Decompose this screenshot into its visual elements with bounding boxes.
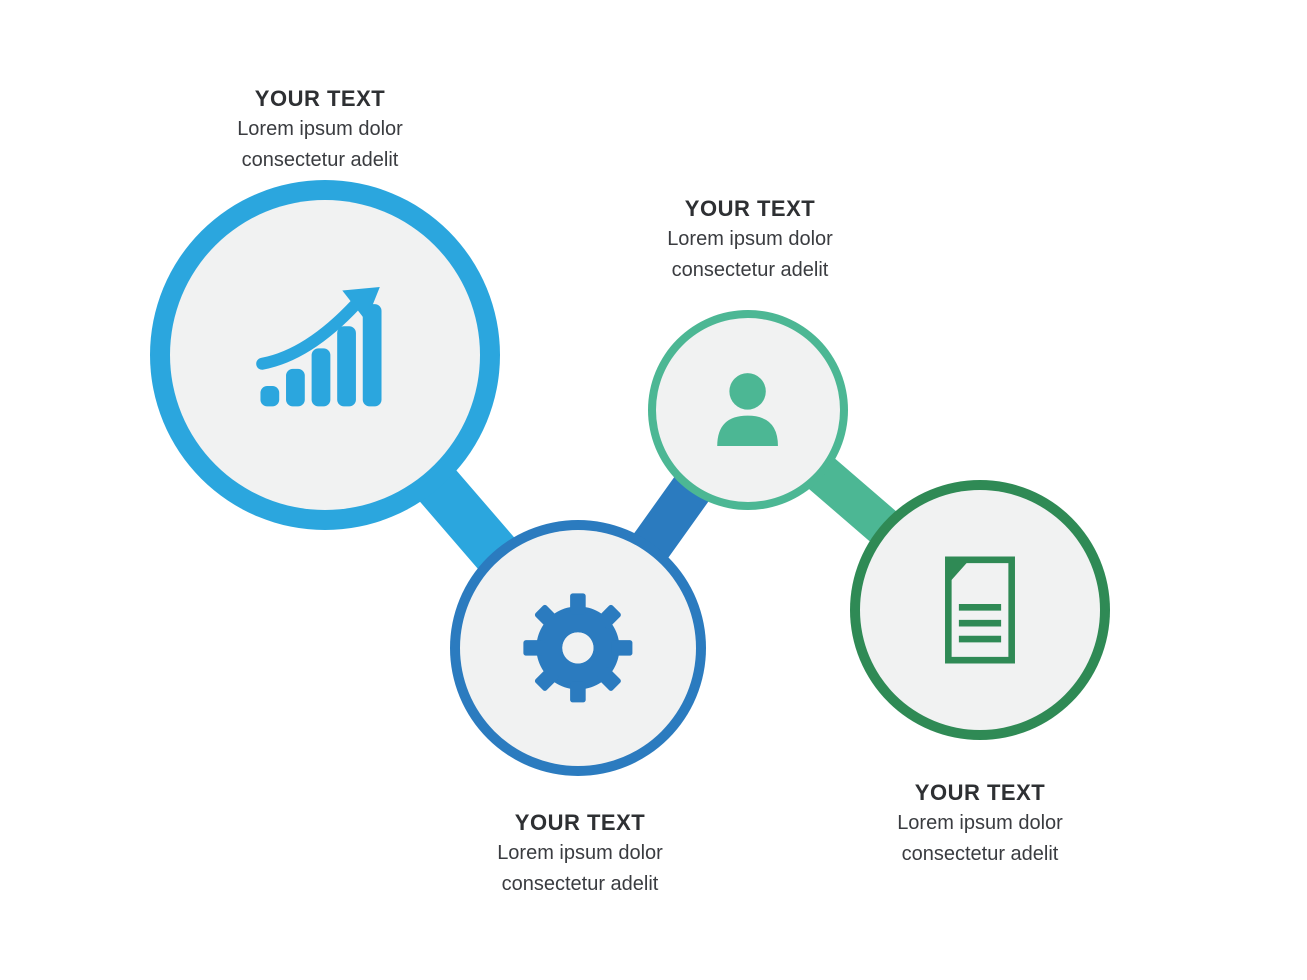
infographic-canvas: YOUR TEXT Lorem ipsum dolor consectetur … (0, 0, 1307, 980)
text-block-document: YOUR TEXT Lorem ipsum dolor consectetur … (850, 780, 1110, 868)
circle-gear-inner (460, 530, 696, 766)
title-growth: YOUR TEXT (180, 86, 460, 112)
text-block-user: YOUR TEXT Lorem ipsum dolor consectetur … (620, 196, 880, 284)
title-user: YOUR TEXT (620, 196, 880, 222)
gear-icon (513, 583, 643, 713)
body-growth-2: consectetur adelit (180, 147, 460, 174)
body-growth-1: Lorem ipsum dolor (180, 116, 460, 143)
circle-growth (150, 180, 500, 530)
body-user-2: consectetur adelit (620, 257, 880, 284)
body-document-1: Lorem ipsum dolor (850, 810, 1110, 837)
circle-document-inner (860, 490, 1100, 730)
body-gear-2: consectetur adelit (440, 871, 720, 898)
circle-growth-inner (170, 200, 480, 510)
circle-gear (450, 520, 706, 776)
body-gear-1: Lorem ipsum dolor (440, 840, 720, 867)
circle-user (648, 310, 848, 510)
user-icon (697, 359, 798, 460)
document-icon (914, 544, 1046, 676)
circle-document (850, 480, 1110, 740)
body-user-1: Lorem ipsum dolor (620, 226, 880, 253)
text-block-gear: YOUR TEXT Lorem ipsum dolor consectetur … (440, 810, 720, 898)
body-document-2: consectetur adelit (850, 841, 1110, 868)
title-document: YOUR TEXT (850, 780, 1110, 806)
growth-chart-icon (240, 270, 411, 441)
title-gear: YOUR TEXT (440, 810, 720, 836)
text-block-growth: YOUR TEXT Lorem ipsum dolor consectetur … (180, 86, 460, 174)
circle-user-inner (656, 318, 840, 502)
